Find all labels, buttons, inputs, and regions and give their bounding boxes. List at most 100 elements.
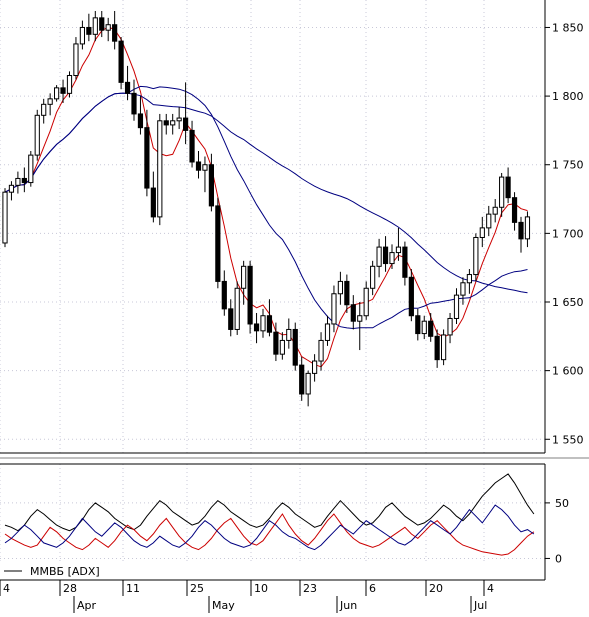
candle bbox=[466, 269, 472, 294]
candle bbox=[279, 332, 285, 360]
adx-tick-label: 50 bbox=[555, 497, 569, 510]
candle-body bbox=[499, 176, 505, 208]
candle bbox=[441, 329, 447, 366]
candle-body bbox=[273, 331, 279, 355]
candle bbox=[486, 205, 492, 237]
price-tick-label: 1 550 bbox=[552, 433, 584, 446]
candle-body bbox=[86, 26, 92, 35]
candle bbox=[511, 192, 518, 231]
candle bbox=[189, 120, 195, 168]
candle-body bbox=[34, 114, 40, 156]
candle bbox=[2, 188, 8, 248]
ma-line-3 bbox=[4, 92, 528, 294]
candle bbox=[99, 10, 105, 38]
date-tick-label: 10 bbox=[254, 582, 268, 595]
candle bbox=[286, 318, 292, 349]
candle-body bbox=[266, 315, 273, 333]
panel-frames bbox=[0, 0, 589, 581]
moving-average-lines bbox=[4, 26, 528, 368]
candle bbox=[453, 288, 460, 324]
candle bbox=[382, 236, 389, 272]
price-tick-label: 1 800 bbox=[552, 90, 584, 103]
candle-body bbox=[2, 191, 8, 244]
candle bbox=[183, 82, 189, 145]
candle bbox=[428, 312, 434, 342]
candle-body bbox=[73, 43, 79, 76]
candle-body bbox=[144, 127, 150, 189]
price-tick-label: 1 700 bbox=[552, 227, 584, 240]
month-label: Apr bbox=[77, 599, 97, 612]
candle bbox=[421, 315, 427, 340]
candle bbox=[344, 274, 350, 313]
candle-body bbox=[157, 120, 163, 218]
date-tick-label: 4 bbox=[487, 582, 494, 595]
candle bbox=[105, 17, 111, 42]
candle-body bbox=[382, 246, 389, 265]
candle-body bbox=[221, 280, 227, 310]
candle-body bbox=[66, 75, 73, 94]
candle bbox=[273, 322, 279, 362]
candle-body bbox=[305, 372, 311, 395]
candle-body bbox=[118, 40, 124, 83]
candle bbox=[41, 98, 47, 124]
candle-body bbox=[150, 187, 156, 218]
candle-body bbox=[202, 164, 208, 171]
candle bbox=[292, 322, 298, 371]
candle-body bbox=[228, 308, 234, 330]
candle-body bbox=[260, 315, 266, 332]
candle bbox=[363, 281, 369, 320]
candle bbox=[318, 332, 324, 371]
candle-body bbox=[279, 339, 285, 355]
candle-body bbox=[505, 176, 511, 199]
candle-body bbox=[292, 328, 298, 366]
candle-body bbox=[492, 206, 498, 215]
candle-body bbox=[208, 164, 215, 207]
candle-body bbox=[92, 17, 98, 35]
candle bbox=[331, 285, 337, 333]
candle bbox=[34, 109, 40, 161]
candles bbox=[2, 10, 531, 407]
candle-body bbox=[286, 328, 292, 341]
candle-body bbox=[415, 315, 421, 335]
candle bbox=[402, 241, 408, 286]
legend: MMBБ [ADX] bbox=[4, 565, 100, 578]
candle-body bbox=[99, 17, 105, 31]
candle bbox=[434, 329, 440, 368]
adx-tick-label: 0 bbox=[555, 552, 562, 565]
month-label: May bbox=[212, 599, 235, 612]
candle bbox=[337, 271, 343, 305]
ma-line-1 bbox=[4, 26, 528, 368]
candle bbox=[460, 277, 466, 305]
candle-body bbox=[15, 177, 21, 186]
candle-body bbox=[60, 87, 66, 94]
candle bbox=[266, 299, 273, 337]
candle-body bbox=[337, 280, 343, 295]
candle bbox=[479, 216, 485, 248]
candle-body bbox=[234, 287, 240, 330]
candle bbox=[28, 151, 34, 187]
candle bbox=[395, 227, 402, 261]
candle bbox=[389, 244, 395, 270]
candle-body bbox=[389, 252, 395, 265]
candle-body bbox=[428, 320, 434, 337]
candle-body bbox=[79, 26, 86, 45]
candle-body bbox=[176, 117, 182, 122]
candle-body bbox=[447, 317, 453, 336]
candle bbox=[518, 216, 524, 253]
candle bbox=[305, 370, 311, 407]
candle-body bbox=[241, 265, 247, 289]
candle-body bbox=[41, 103, 47, 116]
candle-body bbox=[312, 360, 318, 374]
candle bbox=[221, 270, 227, 316]
date-tick-label: 23 bbox=[303, 582, 317, 595]
candle bbox=[92, 10, 98, 42]
candle bbox=[60, 79, 66, 103]
candle bbox=[228, 299, 234, 337]
candle-body bbox=[28, 154, 34, 184]
candle-body bbox=[124, 81, 131, 94]
candle bbox=[260, 308, 266, 338]
candle bbox=[357, 302, 363, 351]
candle-body bbox=[189, 129, 195, 163]
candle bbox=[208, 153, 215, 212]
candle bbox=[415, 308, 421, 341]
